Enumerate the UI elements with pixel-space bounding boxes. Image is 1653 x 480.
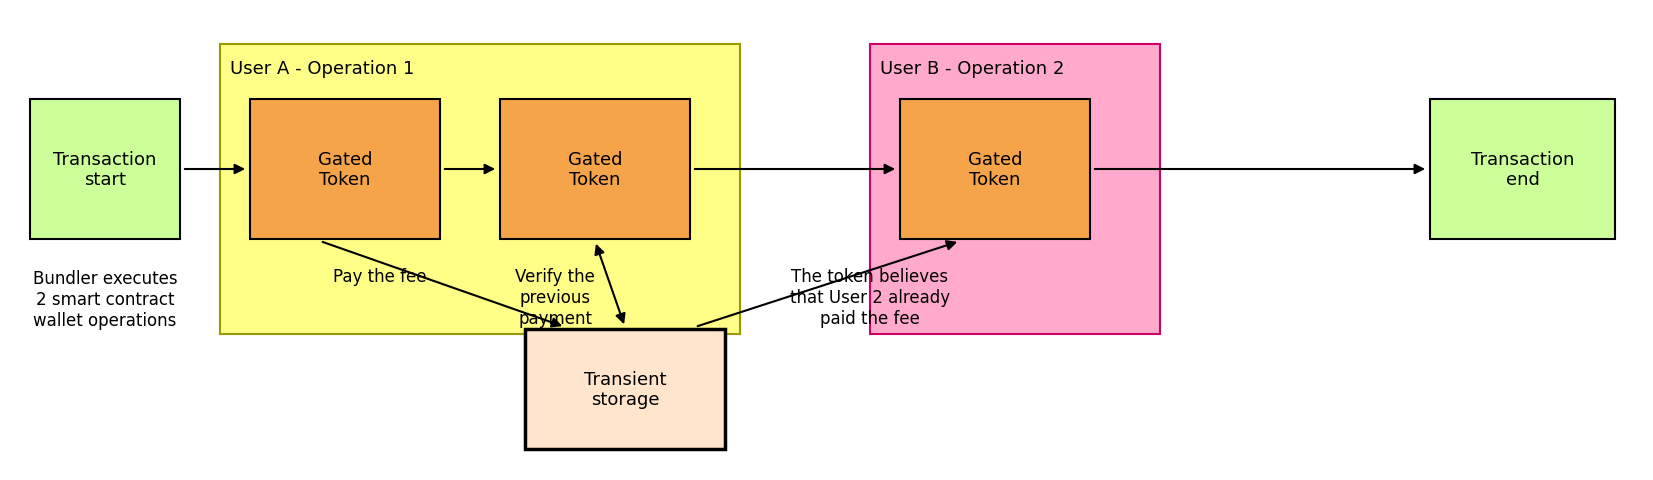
Text: Transaction
start: Transaction start xyxy=(53,150,157,189)
Bar xyxy=(220,45,741,334)
Bar xyxy=(250,100,440,240)
Text: Gated
Token: Gated Token xyxy=(967,150,1022,189)
Text: Transient
storage: Transient storage xyxy=(584,370,666,408)
Text: Bundler executes
2 smart contract
wallet operations: Bundler executes 2 smart contract wallet… xyxy=(33,269,177,329)
Text: Transaction
end: Transaction end xyxy=(1471,150,1574,189)
Text: Gated
Token: Gated Token xyxy=(317,150,372,189)
Bar xyxy=(899,100,1089,240)
Text: Verify the
previous
payment: Verify the previous payment xyxy=(516,267,595,327)
Text: User A - Operation 1: User A - Operation 1 xyxy=(230,60,415,78)
Text: Pay the fee: Pay the fee xyxy=(334,267,426,286)
Text: Gated
Token: Gated Token xyxy=(567,150,622,189)
Bar xyxy=(30,100,180,240)
Bar xyxy=(499,100,689,240)
Text: User B - Operation 2: User B - Operation 2 xyxy=(879,60,1065,78)
Text: The token believes
that User 2 already
paid the fee: The token believes that User 2 already p… xyxy=(790,267,950,327)
Bar xyxy=(869,45,1160,334)
Bar xyxy=(1430,100,1615,240)
Bar xyxy=(526,329,726,449)
